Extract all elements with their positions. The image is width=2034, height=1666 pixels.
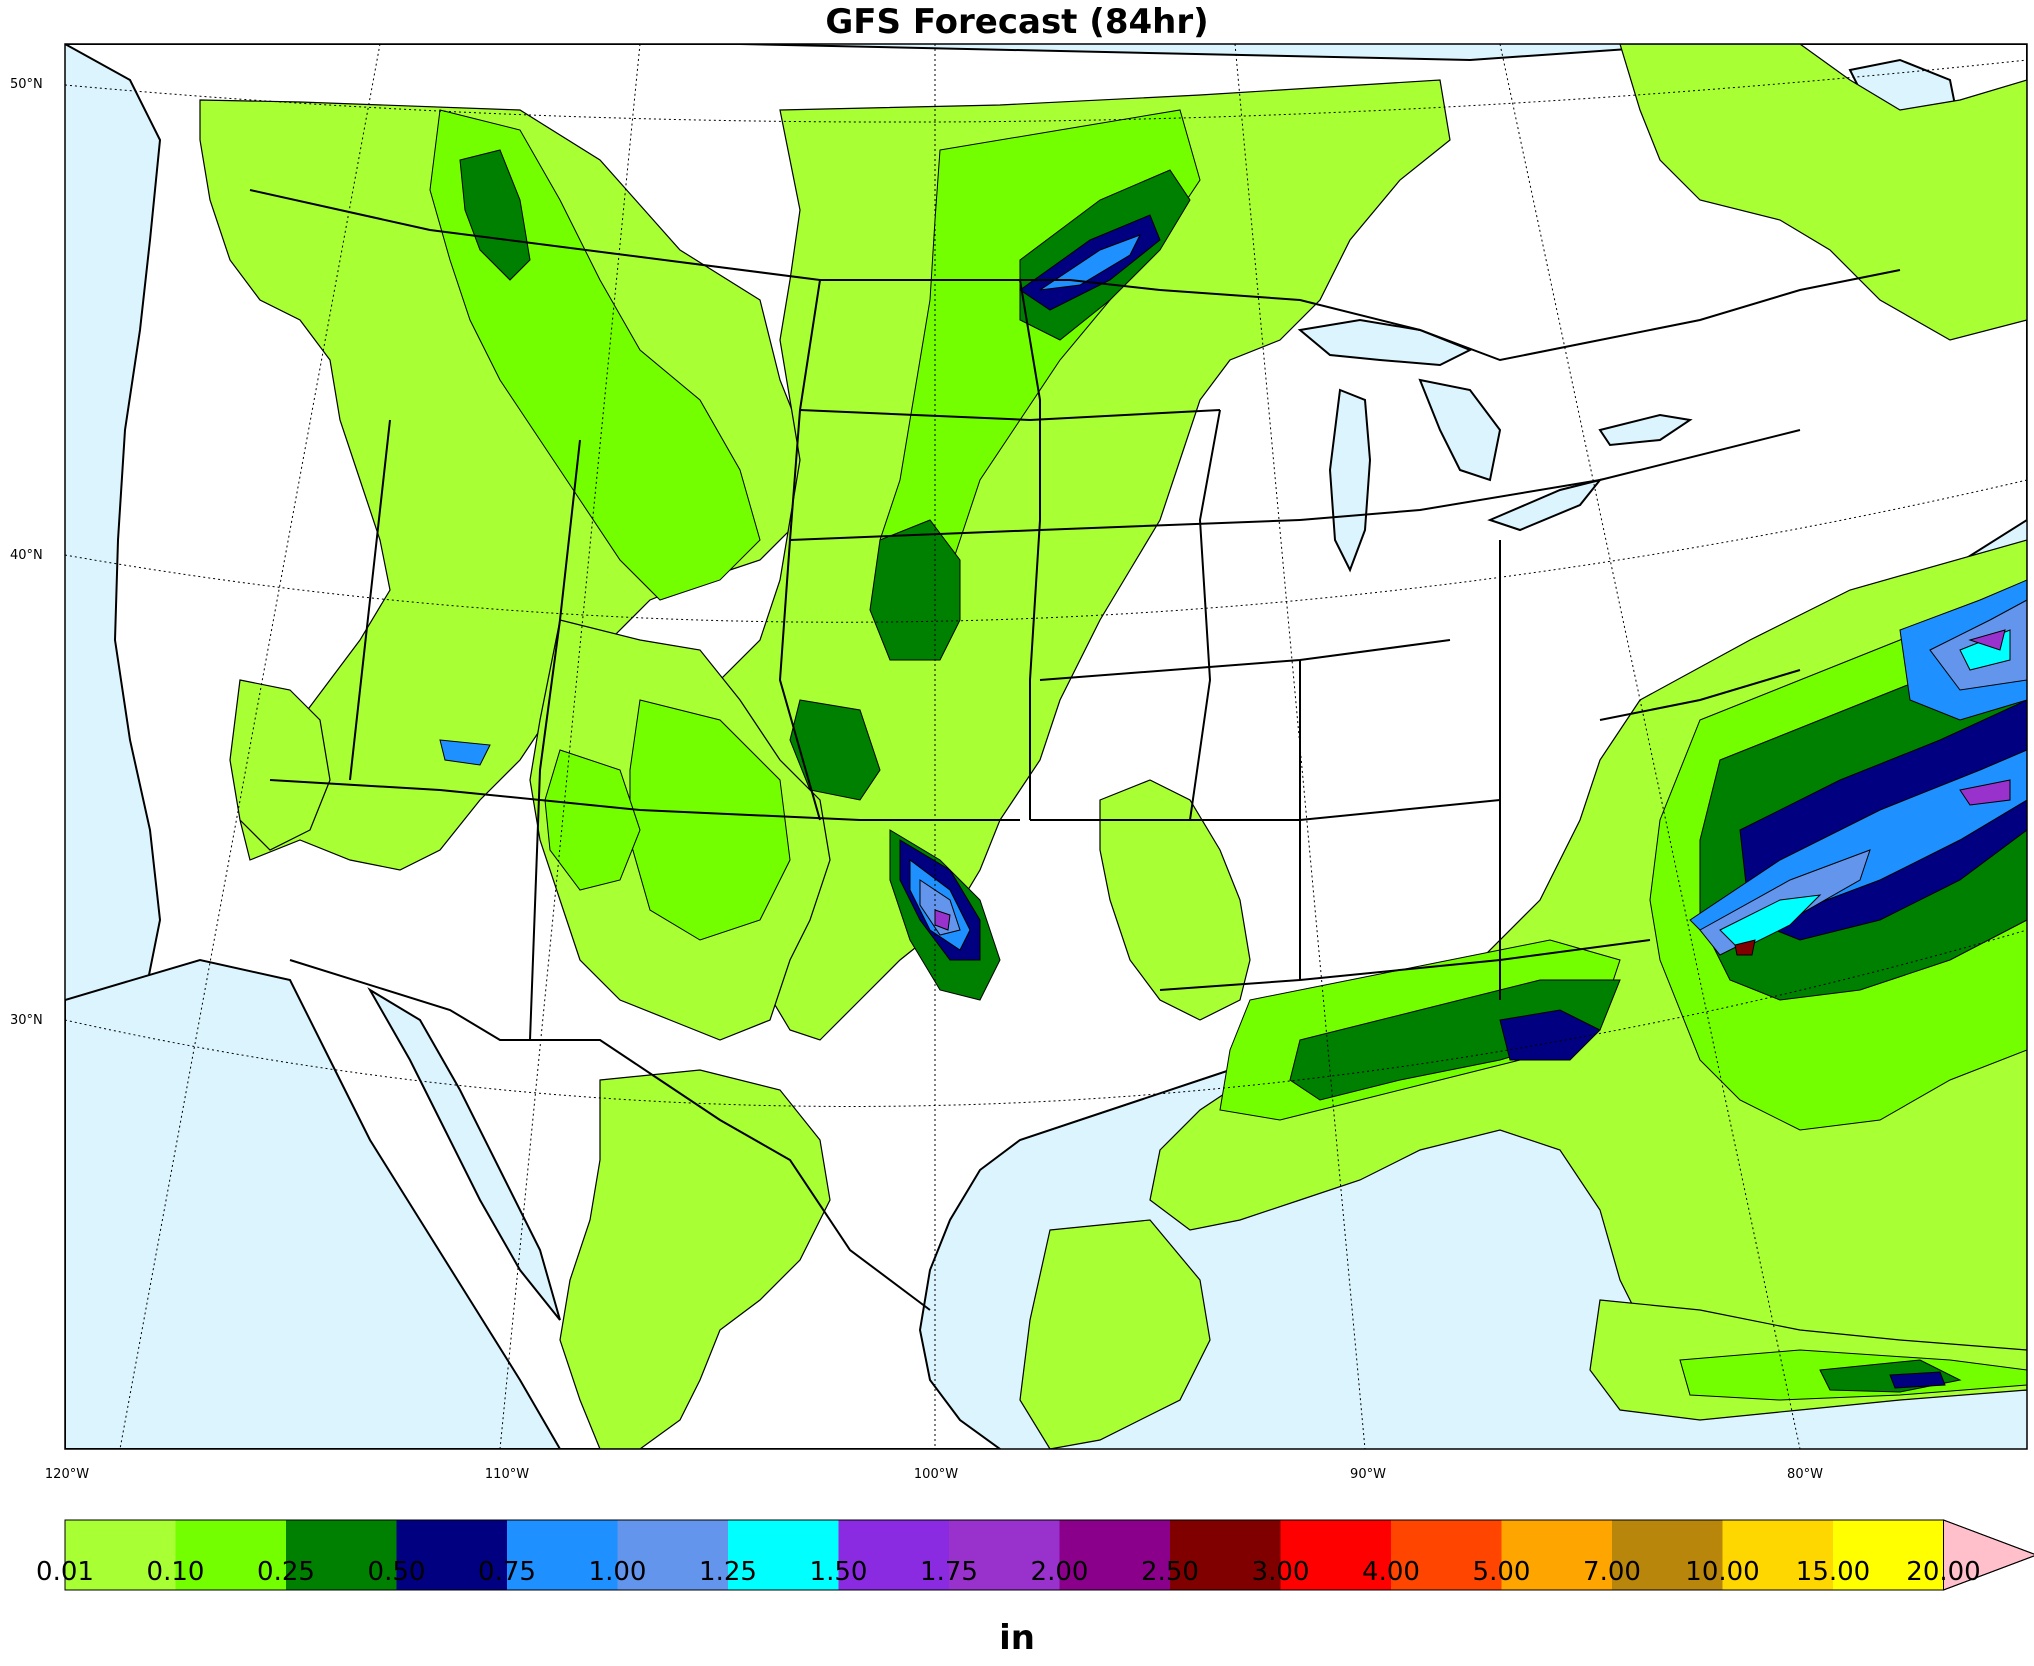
colorbar-tick-label: 1.50 [809,1557,868,1587]
colorbar-tick-label: 1.75 [920,1557,978,1587]
colorbar-tick-label: 0.01 [36,1557,94,1587]
lake-erie [1487,478,1603,532]
precip-purple [934,629,2011,931]
lon-label-110w: 110°W [484,1467,530,1482]
colorbar-tick-label: 7.00 [1583,1557,1641,1587]
map-frame [64,43,2028,1450]
colorbar-tick-label: 10.00 [1685,1557,1760,1587]
gulf-of-california [367,987,561,1321]
colorbar-tick-label: 3.00 [1251,1557,1310,1587]
lat-label-50n: 50°N [10,77,43,92]
graticule [65,44,2027,1449]
colorbar-tick-label: 5.00 [1472,1557,1531,1587]
lake-huron [1418,378,1502,482]
lat-label-40n: 40°N [10,548,43,563]
colorbar-tick-label: 0.75 [478,1557,536,1587]
lon-label-90w: 90°W [1350,1467,1386,1482]
colorbar-tick-label: 20.00 [1906,1557,1981,1587]
colorbar-tick-label: 4.00 [1362,1557,1420,1587]
lake-michigan [1328,388,1372,573]
precipitation-map [64,43,2028,1450]
colorbar-unit: in [999,1618,1035,1658]
colorbar-tick-label: 2.50 [1141,1557,1199,1587]
lake-ontario [1598,413,1693,447]
lon-label-80w: 80°W [1787,1467,1823,1482]
lon-label-120w: 120°W [44,1467,90,1482]
colorbar-tick-label: 1.25 [699,1557,757,1587]
colorbar-tick-label: 15.00 [1795,1557,1871,1587]
precip-maroon [1734,939,1756,956]
lon-label-100w: 100°W [913,1467,959,1482]
colorbar-tick-label: 1.00 [588,1557,647,1587]
map-title: GFS Forecast (84hr) [825,2,1209,42]
lake-superior [1297,318,1473,367]
colorbar-tick-label: 0.25 [257,1557,315,1587]
colorbar-tick-label: 2.00 [1030,1557,1089,1587]
state-borders [249,189,1901,1311]
colorbar-tick-label: 0.50 [367,1557,426,1587]
colorbar-tick-label: 0.10 [146,1557,205,1587]
lat-label-30n: 30°N [10,1013,43,1028]
pacific-lower [65,958,562,1449]
